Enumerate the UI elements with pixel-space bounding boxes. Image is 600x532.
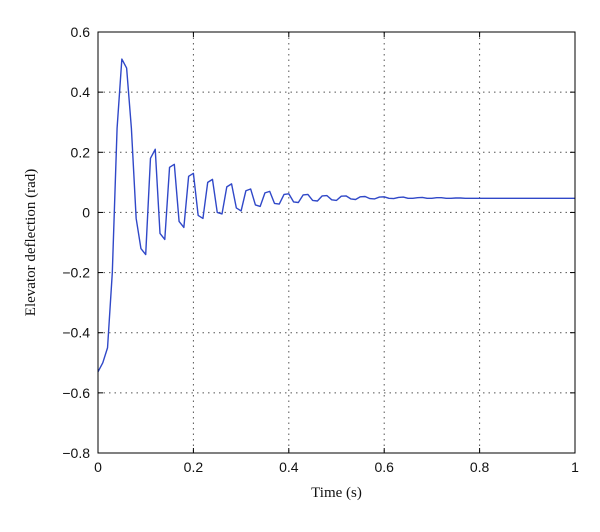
series-line-1 bbox=[97, 58, 575, 373]
x-tick-label: 0.6 bbox=[374, 459, 394, 475]
y-tick-label: 0.2 bbox=[71, 144, 91, 160]
plot-area-border bbox=[97, 31, 576, 454]
x-tick-label: 0.8 bbox=[470, 459, 490, 475]
y-tick-labels: −0.8 −0.6 −0.4 −0.2 0 0.2 0.4 0.6 bbox=[62, 24, 90, 461]
series-lines bbox=[97, 58, 575, 373]
y-tick-label: −0.8 bbox=[62, 445, 90, 461]
x-tick-label: 0.4 bbox=[279, 459, 299, 475]
x-tick-label: 0.2 bbox=[184, 459, 204, 475]
y-tick-label: 0 bbox=[82, 204, 90, 220]
axes-frame bbox=[97, 31, 576, 454]
y-tick-label: −0.4 bbox=[62, 325, 90, 341]
grid-lines bbox=[98, 32, 575, 453]
y-axis-label: Elevator deflection (rad) bbox=[23, 169, 39, 316]
y-tick-label: −0.6 bbox=[62, 385, 90, 401]
y-tick-label: −0.2 bbox=[62, 265, 90, 281]
y-tick-label: 0.4 bbox=[71, 84, 91, 100]
x-tick-label: 1 bbox=[571, 459, 579, 475]
x-axis-label: Time (s) bbox=[311, 485, 362, 501]
x-tick-label: 0 bbox=[94, 459, 102, 475]
y-tick-label: 0.6 bbox=[71, 24, 91, 40]
x-tick-labels: 0 0.2 0.4 0.6 0.8 1 bbox=[94, 459, 579, 475]
